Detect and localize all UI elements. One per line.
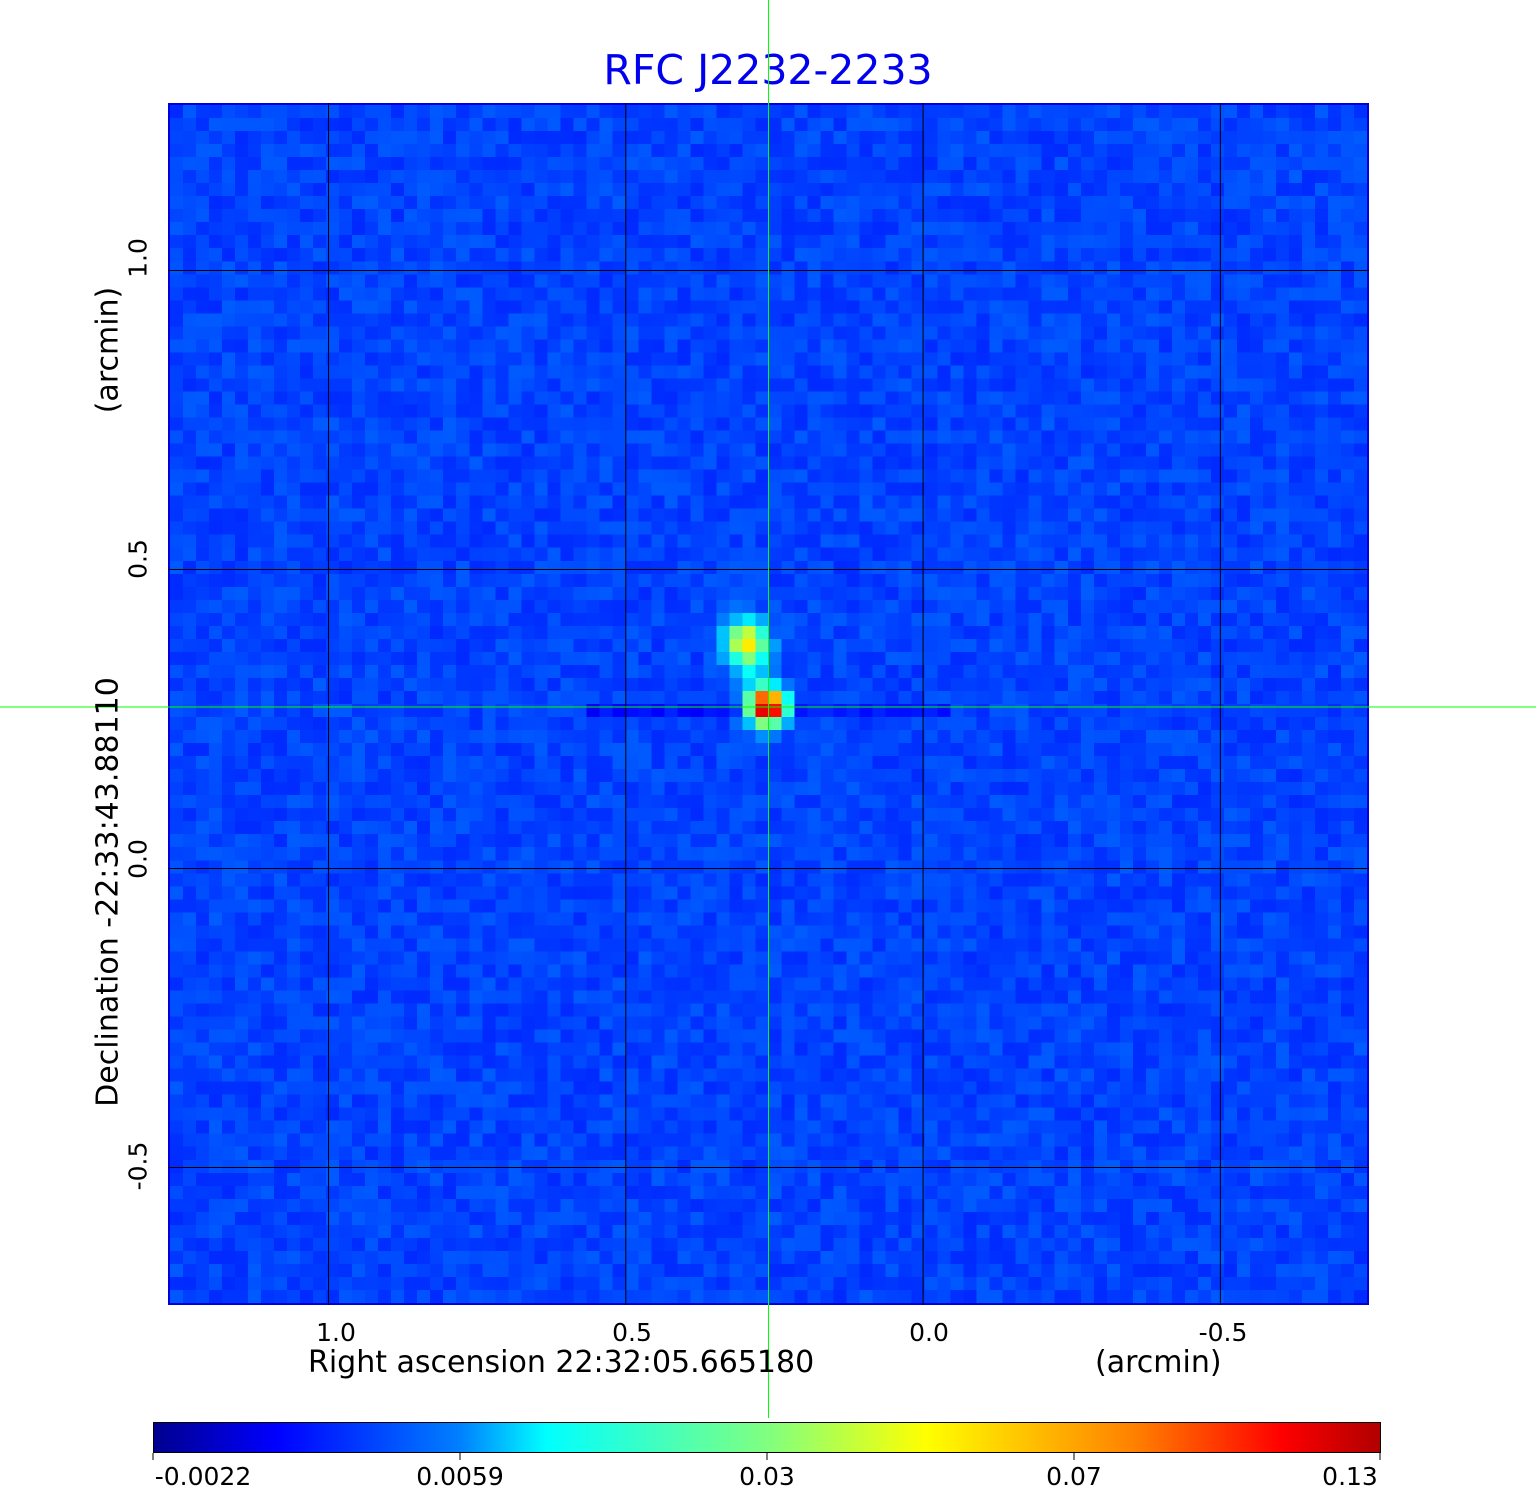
- colorbar: [153, 1422, 1381, 1453]
- colorbar-tick-label: 0.0059: [416, 1462, 504, 1491]
- x-tick-label: 0.5: [612, 1318, 652, 1347]
- x-axis-unit: (arcmin): [1095, 1345, 1222, 1380]
- y-axis-unit: (arcmin): [90, 286, 126, 414]
- x-tick-label: 0.0: [909, 1318, 949, 1347]
- y-tick-label: 1.0: [123, 238, 153, 278]
- y-tick-label: -0.5: [123, 1141, 153, 1191]
- colorbar-tick-label: 0.13: [1322, 1462, 1378, 1491]
- y-tick-label: 0.5: [123, 539, 153, 579]
- y-tick-label: 0.0: [123, 839, 153, 879]
- x-axis-label: Right ascension 22:32:05.665180: [308, 1345, 815, 1380]
- x-tick-label: 1.0: [316, 1318, 356, 1347]
- x-tick-label: -0.5: [1198, 1318, 1248, 1347]
- colorbar-tick-label: 0.07: [1046, 1462, 1102, 1491]
- colorbar-tick-label: -0.0022: [154, 1462, 252, 1491]
- colorbar-tick-label: 0.03: [739, 1462, 795, 1491]
- y-axis-label: Declination -22:33:43.88110: [90, 677, 126, 1107]
